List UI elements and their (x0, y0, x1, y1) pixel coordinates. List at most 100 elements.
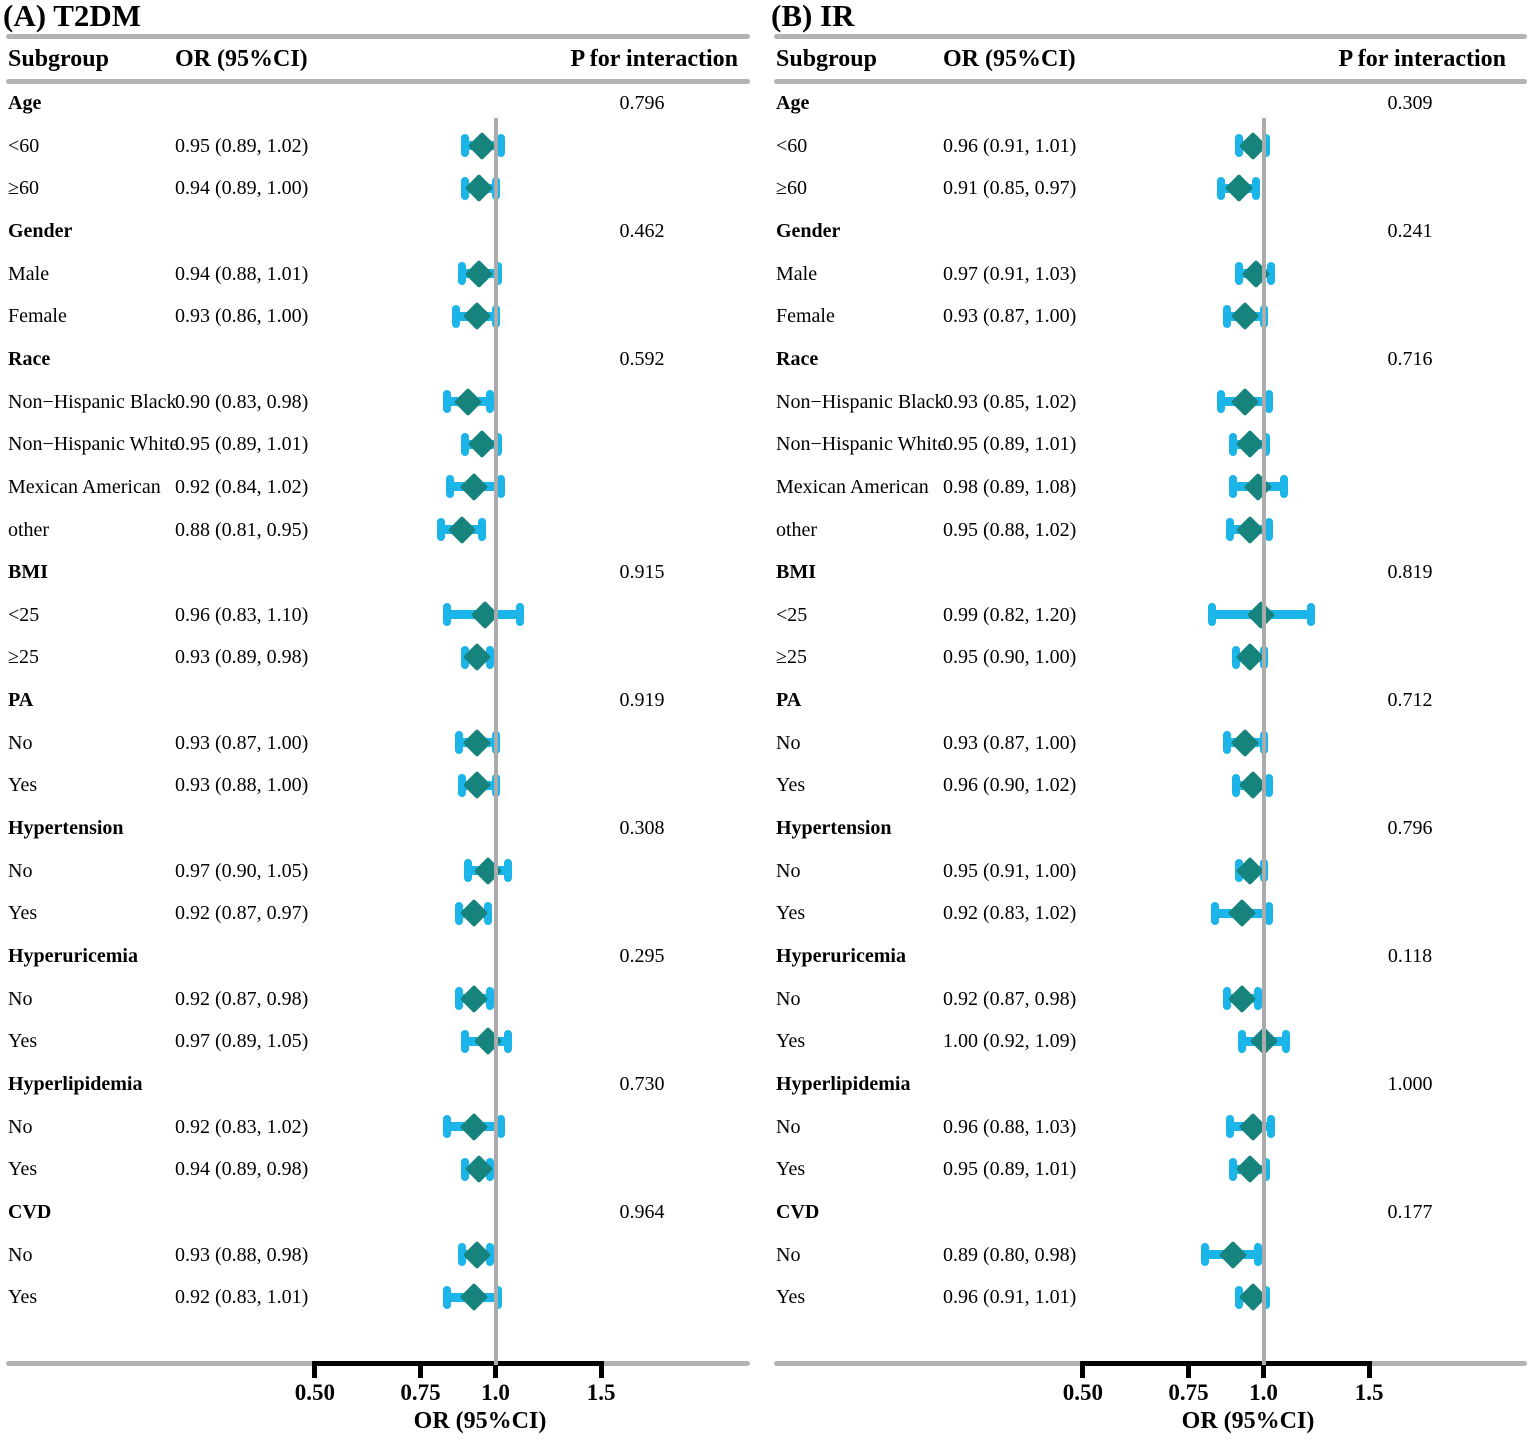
group-label: Hyperlipidemia (8, 1072, 143, 1095)
group-label: BMI (8, 561, 48, 584)
ci-cap-high (494, 432, 503, 456)
ci-cap-high (1262, 432, 1271, 456)
or-ci-text: 0.92 (0.83, 1.01) (175, 1286, 309, 1309)
axis-tick-label: 1.0 (1249, 1380, 1278, 1405)
subgroup-label: ≥60 (8, 177, 39, 200)
or-ci-text: 0.93 (0.88, 1.00) (175, 774, 309, 797)
ci-cap-low (1201, 1243, 1210, 1267)
axis-tick (493, 1361, 498, 1378)
x-axis-label: OR (95%CI) (413, 1408, 547, 1434)
ci-cap-low (1229, 1157, 1238, 1181)
subgroup-label: No (8, 731, 33, 754)
p-interaction-value: 0.919 (619, 689, 665, 712)
subgroup-label: <60 (8, 134, 40, 157)
or-ci-text: 0.95 (0.89, 1.01) (175, 433, 309, 456)
or-point-diamond (1230, 302, 1259, 331)
subgroup-label: No (8, 859, 33, 882)
ci-cap-high (1267, 262, 1276, 286)
ci-cap-high (486, 390, 495, 414)
p-interaction-value: 0.730 (619, 1072, 665, 1095)
or-point-diamond (465, 259, 494, 288)
ci-cap-high (1264, 518, 1273, 541)
or-point-diamond (462, 728, 491, 757)
column-header-subgroup: Subgroup (776, 46, 877, 72)
panel-ir: (B) IR Subgroup OR (95%CI) P for interac… (768, 0, 1535, 1442)
p-interaction-value: 0.295 (619, 945, 665, 967)
ci-cap-high (1262, 1157, 1271, 1181)
or-point-diamond (1230, 387, 1259, 416)
axis-tick (1080, 1361, 1086, 1378)
group-label: PA (8, 689, 34, 712)
group-label: Gender (8, 219, 73, 242)
ci-cap-low (461, 134, 470, 158)
ci-cap-low (1229, 475, 1238, 499)
or-point-diamond (1218, 1240, 1248, 1269)
or-point-diamond (1244, 472, 1273, 501)
p-interaction-value: 1.000 (1387, 1072, 1433, 1095)
or-ci-text: 0.92 (0.87, 0.97) (175, 902, 309, 925)
or-ci-text: 0.95 (0.89, 1.02) (175, 134, 309, 157)
p-interaction-value: 0.964 (619, 1200, 665, 1223)
or-ci-text: 0.92 (0.87, 0.98) (943, 987, 1077, 1010)
or-ci-text: 1.00 (0.92, 1.09) (943, 1030, 1077, 1053)
or-ci-text: 0.88 (0.81, 0.95) (175, 518, 309, 541)
or-ci-text: 0.92 (0.83, 1.02) (175, 1115, 309, 1138)
subgroup-label: Non−Hispanic Black (776, 390, 945, 413)
ci-cap-low (458, 1243, 467, 1267)
p-interaction-value: 0.309 (1387, 92, 1433, 114)
ci-cap-low (455, 731, 464, 755)
group-label: Hypertension (8, 817, 124, 840)
ci-cap-high (1264, 773, 1273, 797)
subgroup-label: <60 (776, 134, 808, 157)
or-point-diamond (1235, 430, 1265, 459)
column-header-or: OR (95%CI) (175, 46, 308, 72)
or-point-diamond (459, 1283, 488, 1312)
ci-cap-high (1307, 603, 1315, 627)
subgroup-label: Non−Hispanic White (8, 433, 179, 456)
axis-tick (598, 1361, 604, 1378)
or-ci-text: 0.93 (0.89, 0.98) (175, 646, 309, 669)
ci-cap-low (1237, 1029, 1246, 1053)
column-header-p-interaction: P for interaction (570, 46, 738, 72)
axis-tick (1261, 1361, 1266, 1378)
ci-cap-high (1251, 176, 1260, 200)
or-ci-text: 0.95 (0.91, 1.00) (943, 859, 1077, 882)
ci-cap-low (1226, 1115, 1235, 1139)
or-ci-text: 0.95 (0.89, 1.01) (943, 433, 1077, 456)
p-interaction-value: 0.462 (619, 219, 665, 242)
or-ci-text: 0.98 (0.89, 1.08) (943, 475, 1077, 498)
ci-cap-low (461, 1157, 470, 1181)
or-point-diamond (462, 302, 491, 331)
subgroup-label: ≥60 (776, 177, 807, 200)
ci-cap-low (1234, 262, 1243, 286)
or-ci-text: 0.92 (0.83, 1.02) (943, 902, 1077, 925)
subgroup-label: Female (776, 305, 835, 328)
group-label: Race (8, 347, 51, 370)
ci-cap-low (1223, 987, 1232, 1011)
or-ci-text: 0.96 (0.88, 1.03) (943, 1115, 1077, 1138)
subgroup-label: <25 (8, 603, 40, 626)
subgroup-label: Male (8, 262, 50, 285)
ci-cap-high (516, 603, 525, 627)
ci-cap-low (461, 432, 470, 456)
subgroup-label: No (8, 1115, 33, 1138)
or-point-diamond (465, 174, 494, 203)
ci-cap-high (1279, 475, 1288, 499)
group-label: BMI (776, 561, 816, 584)
subgroup-label: Female (8, 305, 67, 328)
group-label: Hyperuricemia (776, 945, 906, 967)
or-point-diamond (462, 771, 491, 800)
p-interaction-value: 0.308 (619, 817, 665, 840)
p-interaction-value: 0.592 (619, 347, 665, 370)
ci-cap-high (504, 859, 513, 883)
or-ci-text: 0.96 (0.90, 1.02) (943, 774, 1077, 797)
or-point-diamond (1227, 899, 1256, 928)
p-interaction-value: 0.241 (1387, 219, 1433, 242)
divider-top (774, 34, 1527, 39)
group-label: Hyperuricemia (8, 945, 138, 967)
group-label: Hypertension (776, 817, 892, 840)
or-ci-text: 0.95 (0.88, 1.02) (943, 518, 1077, 541)
p-interaction-value: 0.819 (1387, 561, 1433, 584)
ci-cap-low (461, 1029, 470, 1053)
ci-cap-low (436, 518, 445, 541)
